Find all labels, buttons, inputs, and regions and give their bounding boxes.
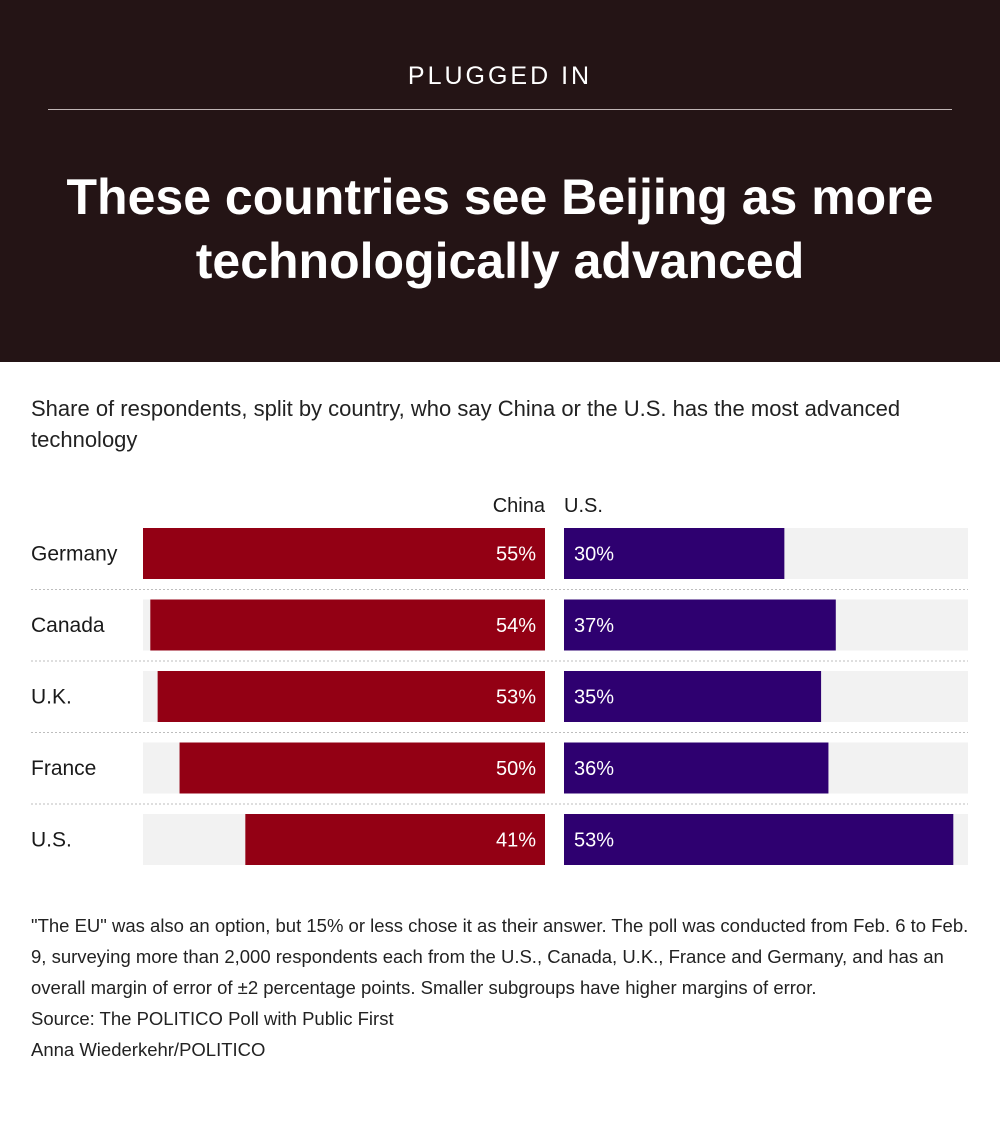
category-label: U.S.	[31, 829, 72, 852]
category-label: Canada	[31, 614, 105, 637]
category-label: Germany	[31, 543, 118, 566]
china-value-label: 50%	[496, 758, 536, 780]
china-value-label: 55%	[496, 544, 536, 566]
us-value-label: 35%	[574, 687, 614, 709]
legend-label-us: U.S.	[564, 495, 603, 517]
source-line: Source: The POLITICO Poll with Public Fi…	[31, 1008, 394, 1029]
us-value-label: 36%	[574, 758, 614, 780]
us-bar	[564, 814, 954, 865]
butterfly-bar-chart: China U.S. Germany 55% 30% Canada 54% 37% U.K. 5…	[31, 495, 968, 865]
category-label: France	[31, 757, 96, 780]
us-bar	[564, 671, 822, 722]
footnotes: "The EU" was also an option, but 15% or …	[31, 910, 971, 1065]
chart-row: France 50% 36%	[31, 732, 968, 794]
category-label: U.K.	[31, 686, 72, 709]
china-bar	[150, 599, 546, 651]
chart-row: U.S. 41% 53%	[31, 803, 968, 865]
china-bar	[143, 528, 545, 579]
china-bar	[245, 814, 545, 865]
header-banner: PLUGGED IN These countries see Beijing a…	[0, 0, 1000, 362]
methodology-note: "The EU" was also an option, but 15% or …	[31, 915, 969, 998]
china-value-label: 41%	[496, 830, 536, 852]
us-value-label: 37%	[574, 615, 614, 637]
chart-title: These countries see Beijing as more tech…	[66, 169, 934, 289]
us-bar	[564, 528, 785, 579]
chart-row: Germany 55% 30%	[31, 528, 968, 579]
us-value-label: 30%	[574, 544, 614, 566]
chart-row: Canada 54% 37%	[31, 589, 968, 651]
kicker: PLUGGED IN	[407, 62, 593, 90]
us-bar	[564, 599, 836, 651]
chart-row: U.K. 53% 35%	[31, 660, 968, 722]
us-value-label: 53%	[574, 830, 614, 852]
legend: China U.S.	[493, 495, 603, 517]
kicker-divider	[48, 109, 952, 110]
china-bar	[157, 671, 546, 722]
china-value-label: 53%	[496, 687, 536, 709]
china-bar	[179, 742, 545, 794]
us-bar	[564, 742, 829, 794]
chart-subtitle: Share of respondents, split by country, …	[31, 396, 901, 452]
chart-rows: Germany 55% 30% Canada 54% 37% U.K. 53% 35% Franc…	[31, 528, 968, 865]
china-value-label: 54%	[496, 615, 536, 637]
legend-label-china: China	[493, 495, 546, 517]
credit-line: Anna Wiederkehr/POLITICO	[31, 1039, 266, 1060]
